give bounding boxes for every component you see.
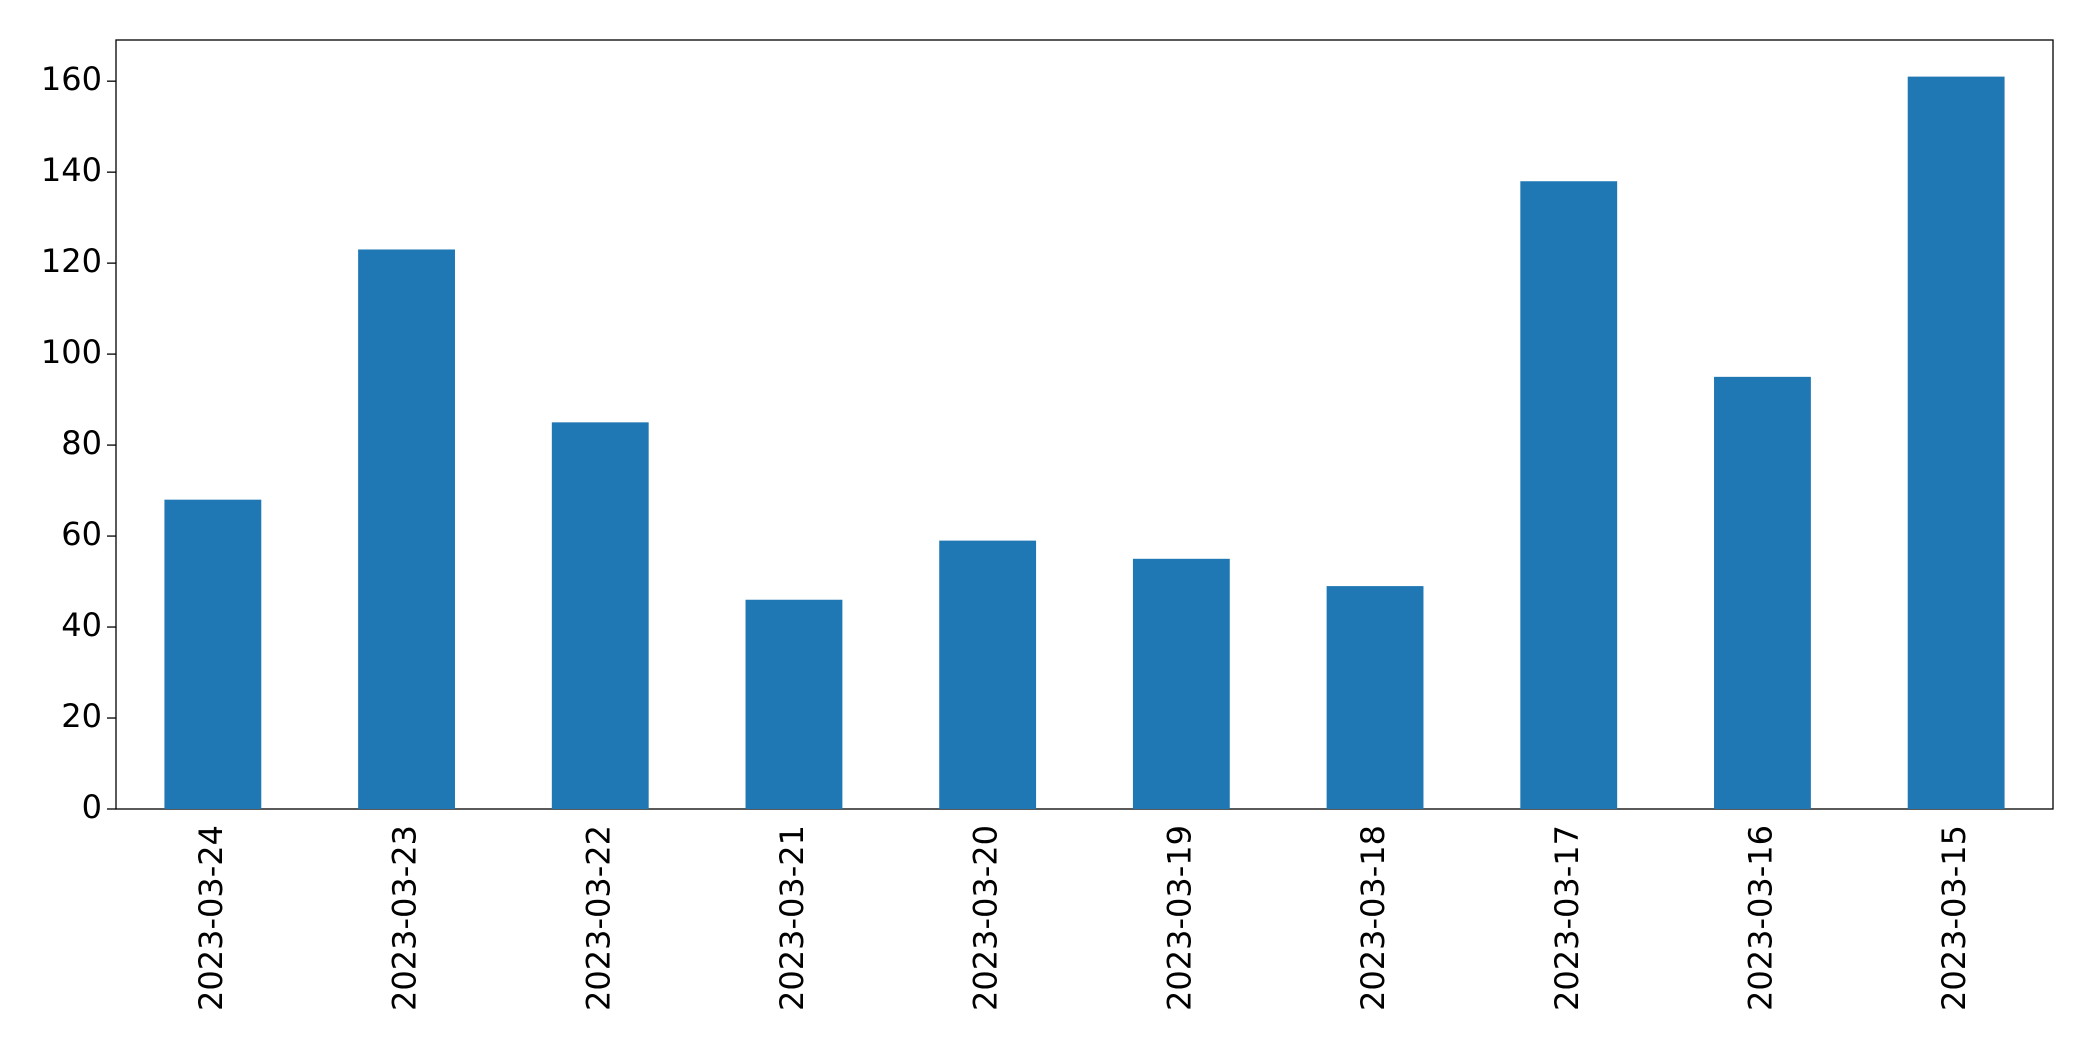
- x-tick-label: 2023-03-15: [1935, 825, 1973, 1011]
- bar: [1132, 558, 1230, 809]
- x-tick-label: 2023-03-16: [1741, 825, 1779, 1011]
- bar: [164, 499, 262, 809]
- y-tick-label: 0: [82, 788, 102, 826]
- bar: [1326, 586, 1424, 809]
- y-tick-label: 40: [61, 606, 102, 644]
- bar: [1714, 376, 1811, 809]
- x-tick-label: 2023-03-17: [1548, 825, 1586, 1011]
- bar: [358, 249, 455, 810]
- x-tick-label: 2023-03-18: [1354, 825, 1392, 1011]
- plot-frame: [115, 39, 2054, 810]
- bar: [939, 540, 1037, 809]
- bar: [1907, 76, 2005, 810]
- x-tick-label: 2023-03-20: [967, 825, 1005, 1011]
- x-tick-label: 2023-03-19: [1160, 825, 1198, 1011]
- y-tick-label: 120: [41, 242, 102, 280]
- y-tick-label: 60: [61, 515, 102, 553]
- y-tick-label: 80: [61, 424, 102, 462]
- y-tick-label: 100: [41, 333, 102, 371]
- x-tick-label: 2023-03-22: [579, 825, 617, 1011]
- x-tick-label: 2023-03-24: [192, 825, 230, 1011]
- y-tick-label: 160: [41, 60, 102, 98]
- y-tick-label: 20: [61, 697, 102, 735]
- bar: [1520, 181, 1618, 810]
- bar: [745, 599, 843, 809]
- x-tick-label: 2023-03-21: [773, 825, 811, 1011]
- y-tick-label: 140: [41, 151, 102, 189]
- bar: [551, 422, 649, 809]
- x-tick-label: 2023-03-23: [386, 825, 424, 1011]
